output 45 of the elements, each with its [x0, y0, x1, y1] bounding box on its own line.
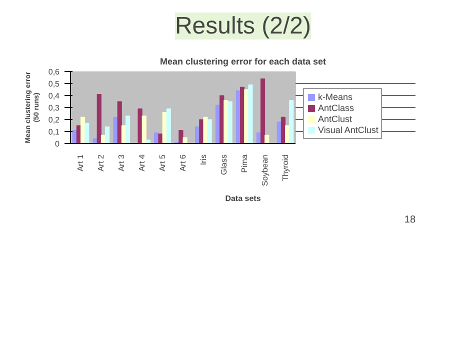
x-tick-label: Art 1 — [76, 154, 86, 172]
x-tick-label: Iris — [198, 154, 208, 166]
bar — [264, 134, 270, 144]
x-tick-label: Soybean — [260, 154, 270, 186]
y-tick-label: 0,4 — [48, 92, 60, 100]
bar — [178, 130, 184, 144]
y-tick-label: 0 — [55, 140, 60, 148]
x-tick-label: Art 6 — [178, 154, 188, 172]
bar — [125, 116, 130, 144]
legend-label: AntClass — [318, 103, 354, 113]
bar — [72, 130, 77, 144]
legend-label: k-Means — [318, 92, 353, 102]
bar — [248, 84, 253, 144]
x-axis-title: Data sets — [225, 194, 262, 204]
bar — [105, 126, 110, 144]
y-tick-label: 0,3 — [48, 104, 60, 112]
y-tick-label: 0,1 — [48, 128, 60, 136]
bar — [142, 116, 146, 144]
bar — [182, 137, 188, 144]
x-tick-label: Art 5 — [158, 154, 168, 172]
x-tick-label: Art 2 — [96, 154, 106, 172]
bar — [207, 119, 212, 144]
bar — [166, 108, 171, 144]
legend-label: Visual AntClust — [318, 125, 378, 135]
x-tick-label: Art 3 — [117, 154, 126, 172]
bar — [260, 78, 266, 144]
x-tick-label: Pima — [240, 154, 249, 173]
y-tick-label: 0,6 — [48, 68, 60, 76]
y-tick-label: 0,5 — [48, 80, 60, 88]
bar — [289, 100, 294, 144]
bar — [146, 140, 151, 144]
x-tick-label: Glass — [219, 154, 228, 175]
x-tick-label: Art 4 — [138, 154, 147, 172]
bar — [138, 108, 142, 144]
legend-label: AntClust — [318, 114, 352, 124]
bar — [117, 101, 122, 144]
chart-title: Mean clustering error for each data set — [160, 56, 326, 66]
text: Results (2/2) — [174, 12, 312, 40]
bar — [84, 122, 90, 144]
bar — [228, 101, 232, 144]
y-tick-label: 0,2 — [48, 116, 60, 124]
bar — [162, 112, 167, 144]
bar — [96, 94, 102, 144]
x-tick-label: Thyroid — [280, 154, 290, 182]
text: 18 — [404, 214, 416, 226]
